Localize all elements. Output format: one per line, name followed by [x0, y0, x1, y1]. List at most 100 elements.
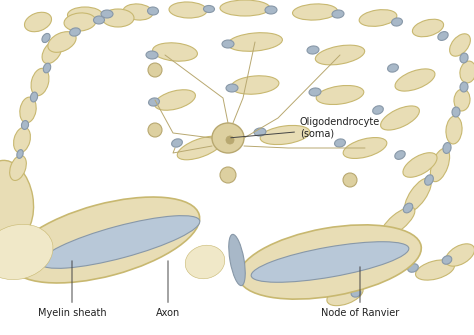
Ellipse shape [31, 68, 49, 96]
Ellipse shape [450, 34, 470, 56]
Ellipse shape [21, 121, 28, 129]
Ellipse shape [388, 64, 399, 72]
Ellipse shape [408, 264, 419, 272]
Ellipse shape [307, 46, 319, 54]
Ellipse shape [148, 98, 159, 106]
Ellipse shape [395, 69, 435, 91]
Ellipse shape [222, 40, 234, 48]
Ellipse shape [191, 250, 219, 274]
Ellipse shape [0, 230, 45, 273]
Ellipse shape [338, 268, 349, 276]
Text: Myelin sheath: Myelin sheath [38, 261, 106, 318]
Ellipse shape [446, 244, 474, 266]
Ellipse shape [364, 237, 401, 259]
Ellipse shape [343, 173, 357, 187]
Ellipse shape [169, 2, 207, 18]
Ellipse shape [403, 203, 413, 213]
Ellipse shape [30, 92, 37, 102]
Ellipse shape [315, 45, 365, 65]
Ellipse shape [228, 33, 283, 51]
Ellipse shape [425, 175, 433, 185]
Ellipse shape [40, 216, 200, 268]
Ellipse shape [442, 256, 452, 264]
Ellipse shape [460, 53, 468, 63]
Ellipse shape [381, 106, 419, 130]
Ellipse shape [0, 237, 37, 267]
Text: Oligodendrocyte
(soma): Oligodendrocyte (soma) [231, 117, 380, 139]
Ellipse shape [101, 10, 113, 18]
Ellipse shape [454, 89, 470, 111]
Ellipse shape [0, 233, 41, 270]
Ellipse shape [343, 138, 387, 158]
Ellipse shape [7, 243, 29, 261]
Ellipse shape [0, 227, 49, 277]
Ellipse shape [43, 63, 51, 73]
Ellipse shape [292, 4, 337, 20]
Ellipse shape [148, 63, 162, 77]
Ellipse shape [14, 127, 30, 153]
Ellipse shape [260, 125, 310, 145]
Ellipse shape [446, 116, 462, 144]
Ellipse shape [460, 61, 474, 83]
Ellipse shape [416, 260, 455, 280]
Ellipse shape [155, 90, 195, 110]
Ellipse shape [226, 84, 238, 92]
Ellipse shape [0, 160, 34, 240]
Ellipse shape [42, 34, 50, 43]
Ellipse shape [438, 31, 448, 41]
Ellipse shape [0, 224, 53, 280]
Ellipse shape [188, 248, 222, 276]
Text: Node of Ranvier: Node of Ranvier [321, 267, 399, 318]
Ellipse shape [148, 123, 162, 137]
Ellipse shape [203, 5, 215, 12]
Ellipse shape [185, 245, 225, 279]
Ellipse shape [452, 107, 460, 117]
Ellipse shape [327, 284, 363, 306]
Ellipse shape [395, 151, 405, 159]
Ellipse shape [64, 13, 96, 31]
Ellipse shape [102, 9, 134, 27]
Ellipse shape [25, 12, 52, 32]
Ellipse shape [197, 255, 213, 269]
Ellipse shape [443, 143, 451, 153]
Ellipse shape [251, 242, 409, 282]
Ellipse shape [239, 225, 421, 299]
Ellipse shape [412, 19, 444, 37]
Ellipse shape [405, 178, 431, 212]
Ellipse shape [70, 28, 81, 36]
Ellipse shape [385, 231, 395, 239]
Ellipse shape [17, 150, 23, 158]
Ellipse shape [194, 253, 216, 271]
Ellipse shape [335, 139, 346, 147]
Ellipse shape [3, 240, 33, 264]
Ellipse shape [153, 43, 198, 61]
Ellipse shape [67, 7, 102, 23]
Ellipse shape [229, 234, 245, 286]
Ellipse shape [403, 153, 437, 177]
Ellipse shape [392, 18, 402, 26]
Ellipse shape [265, 6, 277, 14]
Ellipse shape [146, 51, 158, 59]
Ellipse shape [460, 82, 468, 92]
Ellipse shape [231, 76, 279, 94]
Ellipse shape [332, 10, 344, 18]
Ellipse shape [20, 97, 36, 123]
Text: Axon: Axon [156, 261, 180, 318]
Ellipse shape [344, 260, 386, 280]
Ellipse shape [172, 139, 182, 147]
Ellipse shape [226, 136, 234, 144]
Ellipse shape [309, 88, 321, 96]
Ellipse shape [316, 85, 364, 105]
Ellipse shape [93, 16, 104, 24]
Ellipse shape [10, 197, 200, 283]
Ellipse shape [212, 123, 244, 153]
Ellipse shape [359, 10, 397, 26]
Ellipse shape [381, 207, 415, 237]
Ellipse shape [220, 0, 270, 16]
Ellipse shape [123, 4, 153, 20]
Ellipse shape [351, 289, 361, 297]
Ellipse shape [147, 7, 158, 15]
Ellipse shape [430, 148, 450, 182]
Ellipse shape [42, 41, 62, 64]
Ellipse shape [220, 167, 236, 183]
